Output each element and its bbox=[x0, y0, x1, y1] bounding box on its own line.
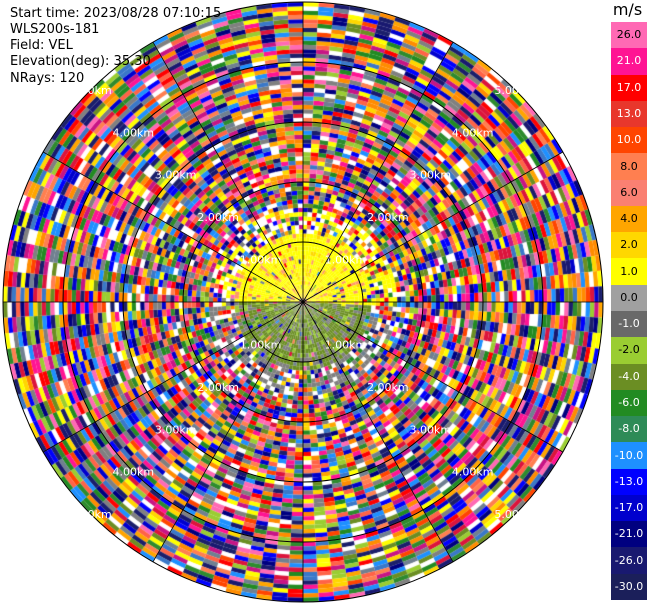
azimuth-spoke bbox=[302, 41, 454, 303]
colorbar-segment bbox=[611, 179, 647, 207]
range-ring-label: 5.00km bbox=[494, 508, 536, 521]
range-ring-label: 4.00km bbox=[113, 466, 155, 479]
colorbar-segment bbox=[611, 284, 647, 312]
colorbar-tick-label: 1.0 bbox=[620, 264, 638, 278]
colorbar-segment bbox=[611, 100, 647, 128]
colorbar-segment bbox=[611, 494, 647, 522]
colorbar-segment bbox=[611, 573, 647, 601]
colorbar-tick-label: -2.0 bbox=[618, 343, 640, 357]
range-ring-overlay: 1.00km 1.00km 1.00km 1.00km 2.00km 2.00km 2.00… bbox=[2, 1, 604, 603]
colorbar-tick-label: 2.0 bbox=[620, 238, 638, 252]
range-ring-label: 2.00km bbox=[367, 381, 409, 394]
colorbar-tick-label: -4.0 bbox=[618, 369, 640, 383]
range-ring-label: 3.00km bbox=[409, 423, 451, 436]
colorbar-tick-label: 6.0 bbox=[620, 185, 638, 199]
colorbar-tick-label: 4.0 bbox=[620, 212, 638, 226]
range-ring-label: 3.00km bbox=[409, 169, 451, 182]
range-ring-label: 1.00km bbox=[240, 338, 282, 351]
range-ring-label: 1.00km bbox=[325, 254, 367, 267]
colorbar-segment bbox=[611, 232, 647, 259]
colorbar-tick-label: -17.0 bbox=[614, 501, 644, 515]
colorbar-segment bbox=[611, 337, 647, 365]
colorbar-segment bbox=[611, 205, 647, 233]
colorbar-tick-label: -21.0 bbox=[614, 527, 644, 541]
azimuth-spoke bbox=[302, 151, 564, 303]
colorbar-tick-label: 17.0 bbox=[616, 80, 642, 94]
range-ring-label: 3.00km bbox=[155, 169, 197, 182]
colorbar-segment bbox=[611, 521, 647, 548]
colorbar-segment bbox=[611, 389, 647, 417]
colorbar-tick-label: -1.0 bbox=[618, 317, 640, 331]
colorbar-tick-label: -8.0 bbox=[618, 422, 640, 436]
range-ring-label: 3.00km bbox=[155, 423, 197, 436]
colorbar-segment bbox=[611, 416, 647, 443]
colorbar-tick-label: 13.0 bbox=[616, 106, 642, 120]
colorbar-tick-label: 0.0 bbox=[620, 290, 638, 304]
colorbar-tick-label: -6.0 bbox=[618, 395, 640, 409]
azimuth-spoke bbox=[302, 301, 454, 563]
colorbar: m/s 26.0 21.0 17.0 13.0 10.0 8.0 6.0 4.0 2.0 1.0 0… bbox=[608, 0, 647, 607]
azimuth-spoke bbox=[152, 301, 304, 563]
instrument-label: WLS200s-181 bbox=[10, 22, 100, 37]
colorbar-segment bbox=[611, 468, 647, 496]
colorbar-segment bbox=[611, 442, 647, 470]
colorbar-segment bbox=[611, 153, 647, 181]
colorbar-segment bbox=[611, 22, 647, 49]
colorbar-tick-label: 26.0 bbox=[616, 28, 642, 42]
range-ring-label: 5.00km bbox=[70, 508, 112, 521]
azimuth-spoke bbox=[302, 301, 564, 453]
colorbar-segment bbox=[611, 74, 647, 102]
colorbar-tick-label: -26.0 bbox=[614, 553, 644, 567]
colorbar-segment bbox=[611, 311, 647, 338]
colorbar-unit-label: m/s bbox=[612, 0, 643, 19]
range-ring-label: 4.00km bbox=[452, 466, 494, 479]
range-ring-label: 1.00km bbox=[240, 254, 282, 267]
range-ring-label: 5.00km bbox=[70, 84, 112, 97]
range-ring-label: 5.00km bbox=[494, 84, 536, 97]
range-ring-label: 1.00km bbox=[325, 338, 367, 351]
nrays-label: NRays: 120 bbox=[10, 71, 85, 86]
colorbar-segment bbox=[611, 127, 647, 154]
start-time-label: Start time: 2023/08/28 07:10:15 bbox=[10, 6, 222, 21]
colorbar-tick-label: -30.0 bbox=[614, 579, 644, 593]
field-label: Field: VEL bbox=[10, 38, 73, 53]
azimuth-spoke bbox=[152, 41, 304, 303]
colorbar-segment bbox=[611, 547, 647, 575]
colorbar-tick-label: 21.0 bbox=[616, 54, 642, 68]
colorbar-tick-label: -10.0 bbox=[614, 448, 644, 462]
colorbar-segment bbox=[611, 363, 647, 391]
elevation-label: Elevation(deg): 35.30 bbox=[10, 54, 151, 69]
range-ring-label: 4.00km bbox=[452, 126, 494, 139]
colorbar-tick-label: 10.0 bbox=[616, 133, 642, 147]
range-ring-label: 2.00km bbox=[197, 211, 239, 224]
range-ring-label: 2.00km bbox=[367, 211, 409, 224]
colorbar-segment bbox=[611, 48, 647, 76]
colorbar-tick-label: 8.0 bbox=[620, 159, 638, 173]
range-ring-label: 2.00km bbox=[197, 381, 239, 394]
range-ring-label: 4.00km bbox=[113, 126, 155, 139]
azimuth-spoke bbox=[42, 301, 304, 453]
colorbar-tick-label: -13.0 bbox=[614, 474, 644, 488]
colorbar-segment bbox=[611, 258, 647, 286]
azimuth-spoke bbox=[42, 151, 304, 303]
